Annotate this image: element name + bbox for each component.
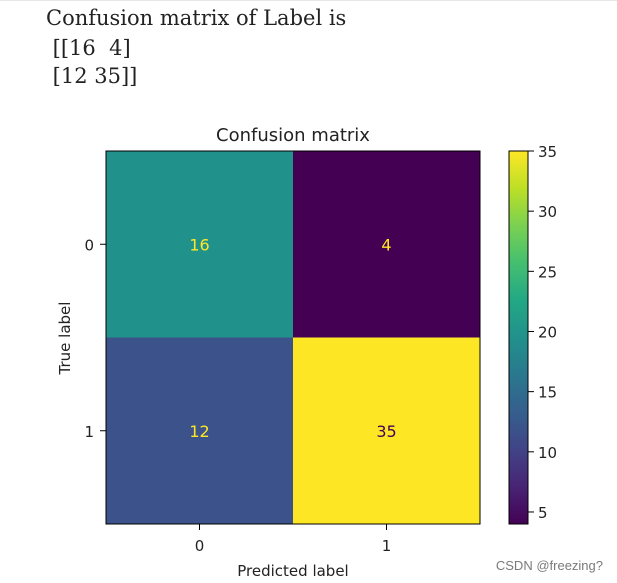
- x-tick-label: 0: [195, 537, 205, 555]
- chart-title: Confusion matrix: [216, 125, 370, 146]
- heatmap-cells: [106, 151, 480, 524]
- cell-value-label: 16: [189, 235, 209, 254]
- heatmap-cell-1-1: [293, 337, 480, 524]
- colorbar-ticks: 5 10 15 20 25 30 35: [528, 143, 557, 522]
- cell-value-label: 12: [189, 422, 209, 441]
- top-divider: [0, 0, 617, 1]
- console-line-2: [[16 4]: [46, 36, 131, 60]
- colorbar-tick-label: 25: [538, 263, 557, 281]
- colorbar-tick-label: 35: [538, 143, 557, 161]
- y-tick-label: 0: [84, 236, 94, 254]
- heatmap-cell-1-0: [106, 337, 293, 524]
- colorbar-tick-label: 20: [538, 323, 557, 341]
- colorbar-tick-label: 15: [538, 384, 557, 402]
- x-axis-label: Predicted label: [237, 562, 348, 580]
- colorbar-tick-label: 5: [538, 504, 548, 522]
- y-tick-label: 1: [84, 423, 94, 441]
- colorbar-tick-label: 30: [538, 203, 557, 221]
- console-line-3: [12 35]]: [46, 64, 138, 88]
- colorbar: [508, 150, 529, 525]
- colorbar-tick-label: 10: [538, 444, 557, 462]
- heatmap-cell-labels: 16 4 12 35: [189, 235, 396, 441]
- heatmap-cell-0-1: [293, 151, 480, 338]
- y-axis-label: True label: [56, 302, 74, 376]
- console-line-1: Confusion matrix of Label is: [46, 6, 347, 30]
- watermark: CSDN @freezing?: [495, 558, 603, 573]
- cell-value-label: 35: [376, 422, 396, 441]
- y-axis: 01: [84, 236, 106, 441]
- x-tick-label: 1: [382, 537, 392, 555]
- heatmap-cell-0-0: [106, 151, 293, 338]
- plot-frame: [105, 150, 481, 525]
- cell-value-label: 4: [381, 235, 391, 254]
